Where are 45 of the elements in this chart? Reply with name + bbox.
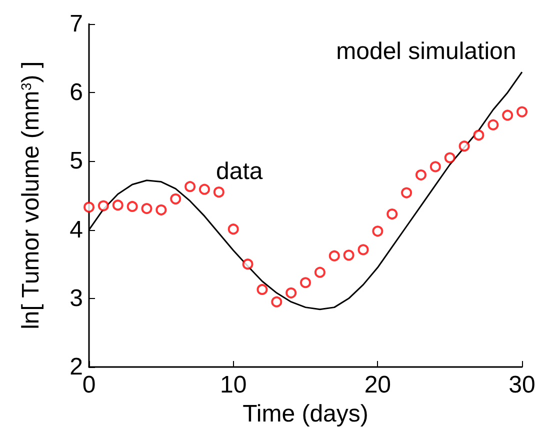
point: [401, 187, 412, 198]
point: [430, 161, 441, 172]
point: [444, 152, 456, 164]
point: [502, 110, 514, 121]
point: [198, 184, 210, 195]
x-tick-label: 0: [82, 372, 96, 398]
point: [228, 224, 239, 235]
point: [213, 186, 224, 198]
point: [343, 250, 354, 261]
point: [300, 277, 311, 288]
point: [126, 200, 138, 212]
point: [358, 244, 369, 256]
point: [386, 208, 398, 220]
y-tick-label: 4: [70, 216, 83, 244]
series-label: data: [216, 158, 264, 185]
y-tick-label: 6: [70, 79, 83, 106]
y-tick-label: 3: [70, 284, 83, 312]
point: [242, 258, 254, 270]
point: [271, 296, 282, 308]
point: [141, 203, 152, 214]
point: [98, 200, 109, 212]
x-tick-label: 10: [220, 372, 247, 398]
point: [156, 204, 167, 216]
point: [473, 130, 484, 141]
x-tick-label: 30: [508, 372, 536, 398]
point: [328, 250, 340, 262]
point: [286, 287, 297, 298]
point: [184, 181, 196, 192]
point: [314, 266, 326, 278]
x-axis-title: Time (days): [242, 400, 368, 428]
series-label: model simulation: [336, 38, 516, 65]
y-tick-label: 2: [70, 354, 83, 380]
x-tick-label: 20: [364, 372, 392, 398]
point: [256, 284, 268, 295]
point: [488, 119, 499, 130]
point: [516, 106, 528, 118]
point: [415, 169, 426, 180]
y-tick-label: 5: [70, 148, 83, 175]
point: [458, 140, 470, 152]
point: [170, 193, 182, 204]
y-axis-title: ln[ Tumor volume (mm3) ]: [18, 61, 44, 330]
y-tick-label: 7: [70, 10, 83, 38]
point: [84, 202, 94, 213]
point: [372, 226, 384, 237]
point: [112, 200, 124, 211]
